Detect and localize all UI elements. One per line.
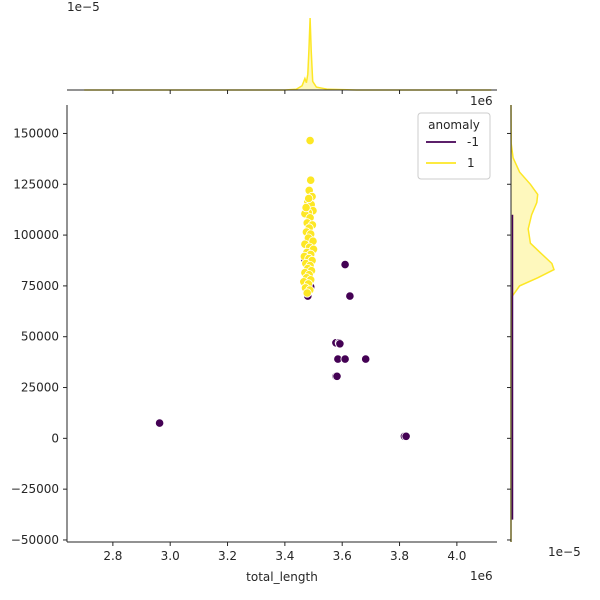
scatter-point [155, 418, 165, 428]
legend-label: -1 [467, 135, 479, 149]
scatter-point [332, 371, 342, 381]
y-tick-label: 25000 [21, 381, 59, 395]
legend-label: 1 [467, 156, 475, 170]
y-axis-offset-label: 1e6 [470, 94, 493, 108]
scatter-point [361, 354, 371, 364]
x-tick-label: 3.2 [218, 549, 237, 563]
y-axis-ticks: −50000 −25000 0 25000 50000 75000 100000 125000… [11, 126, 67, 547]
scatter-point [304, 193, 314, 204]
legend: anomaly -1 1 [417, 112, 491, 180]
x-axis-ticks: 2.8 3.0 3.2 3.4 3.6 3.8 4.0 [103, 542, 466, 563]
top-marginal-density: 1e−5 [67, 0, 497, 94]
right-density-offset-label: 1e−5 [548, 545, 581, 559]
x-axis-offset-label: 1e6 [470, 569, 493, 583]
right-marginal-ticks [507, 132, 511, 541]
y-tick-label: 50000 [21, 330, 59, 344]
main-axes: 2.8 3.0 3.2 3.4 3.6 3.8 4.0 −50000 −25000 0 25000… [11, 94, 497, 584]
y-tick-label: 150000 [13, 126, 59, 140]
y-tick-label: 125000 [13, 177, 59, 191]
legend-entries: -1 1 [426, 135, 479, 170]
top-marginal-ticks [112, 90, 458, 94]
x-axis-label: total_length [246, 570, 318, 584]
scatter-point [305, 136, 315, 146]
x-tick-label: 2.8 [103, 549, 122, 563]
scatter-point [335, 339, 345, 349]
x-tick-label: 4.0 [447, 549, 466, 563]
y-tick-label: 0 [51, 431, 59, 445]
scatter-points [155, 136, 411, 441]
scatter-point [401, 431, 411, 441]
right-marginal-density: 1e−5 [507, 104, 581, 559]
scatter-point [301, 203, 311, 213]
scatter-point [340, 259, 350, 270]
y-tick-label: 100000 [13, 228, 59, 242]
x-tick-label: 3.6 [333, 549, 352, 563]
x-tick-label: 3.8 [390, 549, 409, 563]
top-density-fill [84, 18, 492, 90]
y-tick-label: −50000 [11, 533, 59, 547]
x-tick-label: 3.0 [161, 549, 180, 563]
right-density-fill [511, 105, 554, 542]
y-tick-label: −25000 [11, 482, 59, 496]
scatter-point [302, 288, 312, 298]
scatter-point [306, 175, 316, 185]
scatter-point [340, 354, 350, 364]
y-tick-label: 75000 [21, 279, 59, 293]
top-density-line [84, 17, 492, 91]
scatter-point [345, 291, 355, 301]
top-density-offset-label: 1e−5 [67, 0, 100, 14]
x-tick-label: 3.4 [275, 549, 294, 563]
legend-title: anomaly [428, 118, 480, 132]
